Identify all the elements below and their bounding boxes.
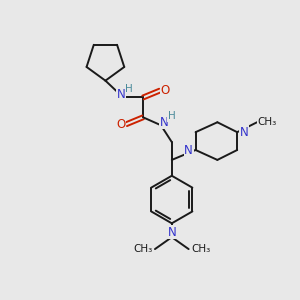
Text: CH₃: CH₃ (191, 244, 210, 254)
Text: CH₃: CH₃ (257, 117, 277, 127)
Text: N: N (184, 143, 193, 157)
Text: O: O (117, 118, 126, 131)
Text: N: N (167, 226, 176, 239)
Text: H: H (168, 111, 176, 121)
Text: N: N (117, 88, 126, 101)
Text: N: N (240, 126, 248, 139)
Text: H: H (125, 84, 133, 94)
Text: N: N (160, 116, 168, 129)
Text: CH₃: CH₃ (134, 244, 153, 254)
Text: O: O (160, 84, 170, 97)
